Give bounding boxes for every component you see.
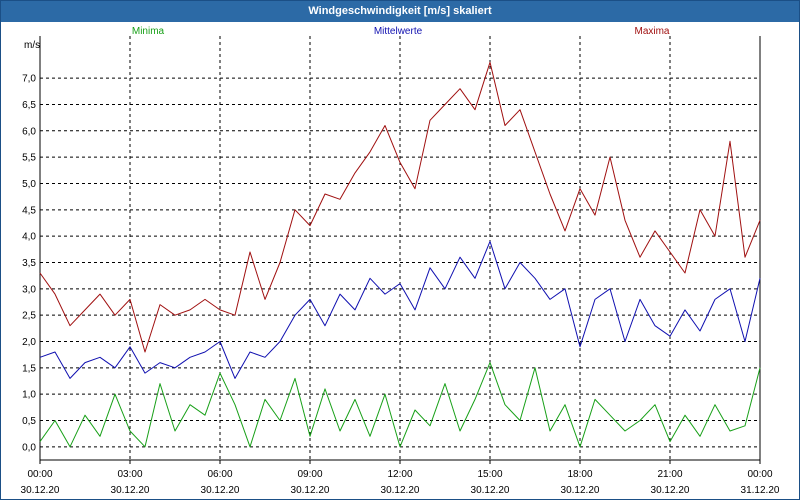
y-tick-label: 7,0 bbox=[22, 74, 36, 85]
x-tick-time: 06:00 bbox=[207, 469, 232, 480]
x-tick-date: 30.12.20 bbox=[381, 485, 420, 496]
x-tick-time: 21:00 bbox=[657, 469, 682, 480]
y-tick-label: 5,5 bbox=[22, 153, 36, 164]
series-line-maxima bbox=[39, 61, 761, 353]
y-tick-label: 2,5 bbox=[22, 311, 36, 322]
x-tick-date: 30.12.20 bbox=[111, 485, 150, 496]
x-tick-time: 09:00 bbox=[297, 469, 322, 480]
x-tick-date: 30.12.20 bbox=[651, 485, 690, 496]
y-tick-label: 6,0 bbox=[22, 126, 36, 137]
x-tick-date: 30.12.20 bbox=[21, 485, 60, 496]
grid bbox=[40, 36, 760, 460]
legend-entry-minima: Minima bbox=[132, 26, 165, 37]
x-tick-date: 30.12.20 bbox=[291, 485, 330, 496]
y-tick-label: 3,0 bbox=[22, 284, 36, 295]
y-tick-label: 5,0 bbox=[22, 179, 36, 190]
x-tick-date: 30.12.20 bbox=[471, 485, 510, 496]
y-tick-label: 3,5 bbox=[22, 258, 36, 269]
y-tick-label: 2,0 bbox=[22, 337, 36, 348]
series-lines bbox=[39, 61, 761, 448]
x-tick-time: 15:00 bbox=[477, 469, 502, 480]
x-tick-time: 00:00 bbox=[747, 469, 772, 480]
y-tick-labels: 0,0 0,5 1,0 1,5 2,0 2,5 3,0 3,5 4,0 4,5 5,0 5,5 6,0 6… bbox=[22, 74, 36, 454]
x-tick-time: 03:00 bbox=[117, 469, 142, 480]
series-line-mittelwerte bbox=[39, 240, 761, 379]
y-tick-label: 1,5 bbox=[22, 363, 36, 374]
x-tick-date: 31.12.20 bbox=[741, 485, 780, 496]
x-tick-time: 00:00 bbox=[27, 469, 52, 480]
legend-entry-maxima: Maxima bbox=[634, 26, 669, 37]
legend: Minima Mittelwerte Maxima bbox=[132, 26, 670, 37]
series-line-minima bbox=[39, 362, 761, 448]
x-tick-labels: 00:00 30.12.20 03:00 30.12.20 06:00 30.12.20 0… bbox=[21, 469, 780, 496]
x-tick-time: 18:00 bbox=[567, 469, 592, 480]
y-tick-label: 4,0 bbox=[22, 232, 36, 243]
y-tick-label: 0,0 bbox=[22, 442, 36, 453]
legend-entry-mittelwerte: Mittelwerte bbox=[374, 26, 423, 37]
x-tick-date: 30.12.20 bbox=[201, 485, 240, 496]
y-tick-label: 0,5 bbox=[22, 416, 36, 427]
y-axis-unit-label: m/s bbox=[24, 40, 40, 51]
x-tick-date: 30.12.20 bbox=[561, 485, 600, 496]
axes bbox=[39, 36, 761, 464]
y-tick-label: 4,5 bbox=[22, 205, 36, 216]
x-tick-time: 12:00 bbox=[387, 469, 412, 480]
y-tick-label: 6,5 bbox=[22, 100, 36, 111]
window-title: Windgeschwindigkeit [m/s] skaliert bbox=[1, 1, 799, 22]
y-tick-label: 1,0 bbox=[22, 390, 36, 401]
